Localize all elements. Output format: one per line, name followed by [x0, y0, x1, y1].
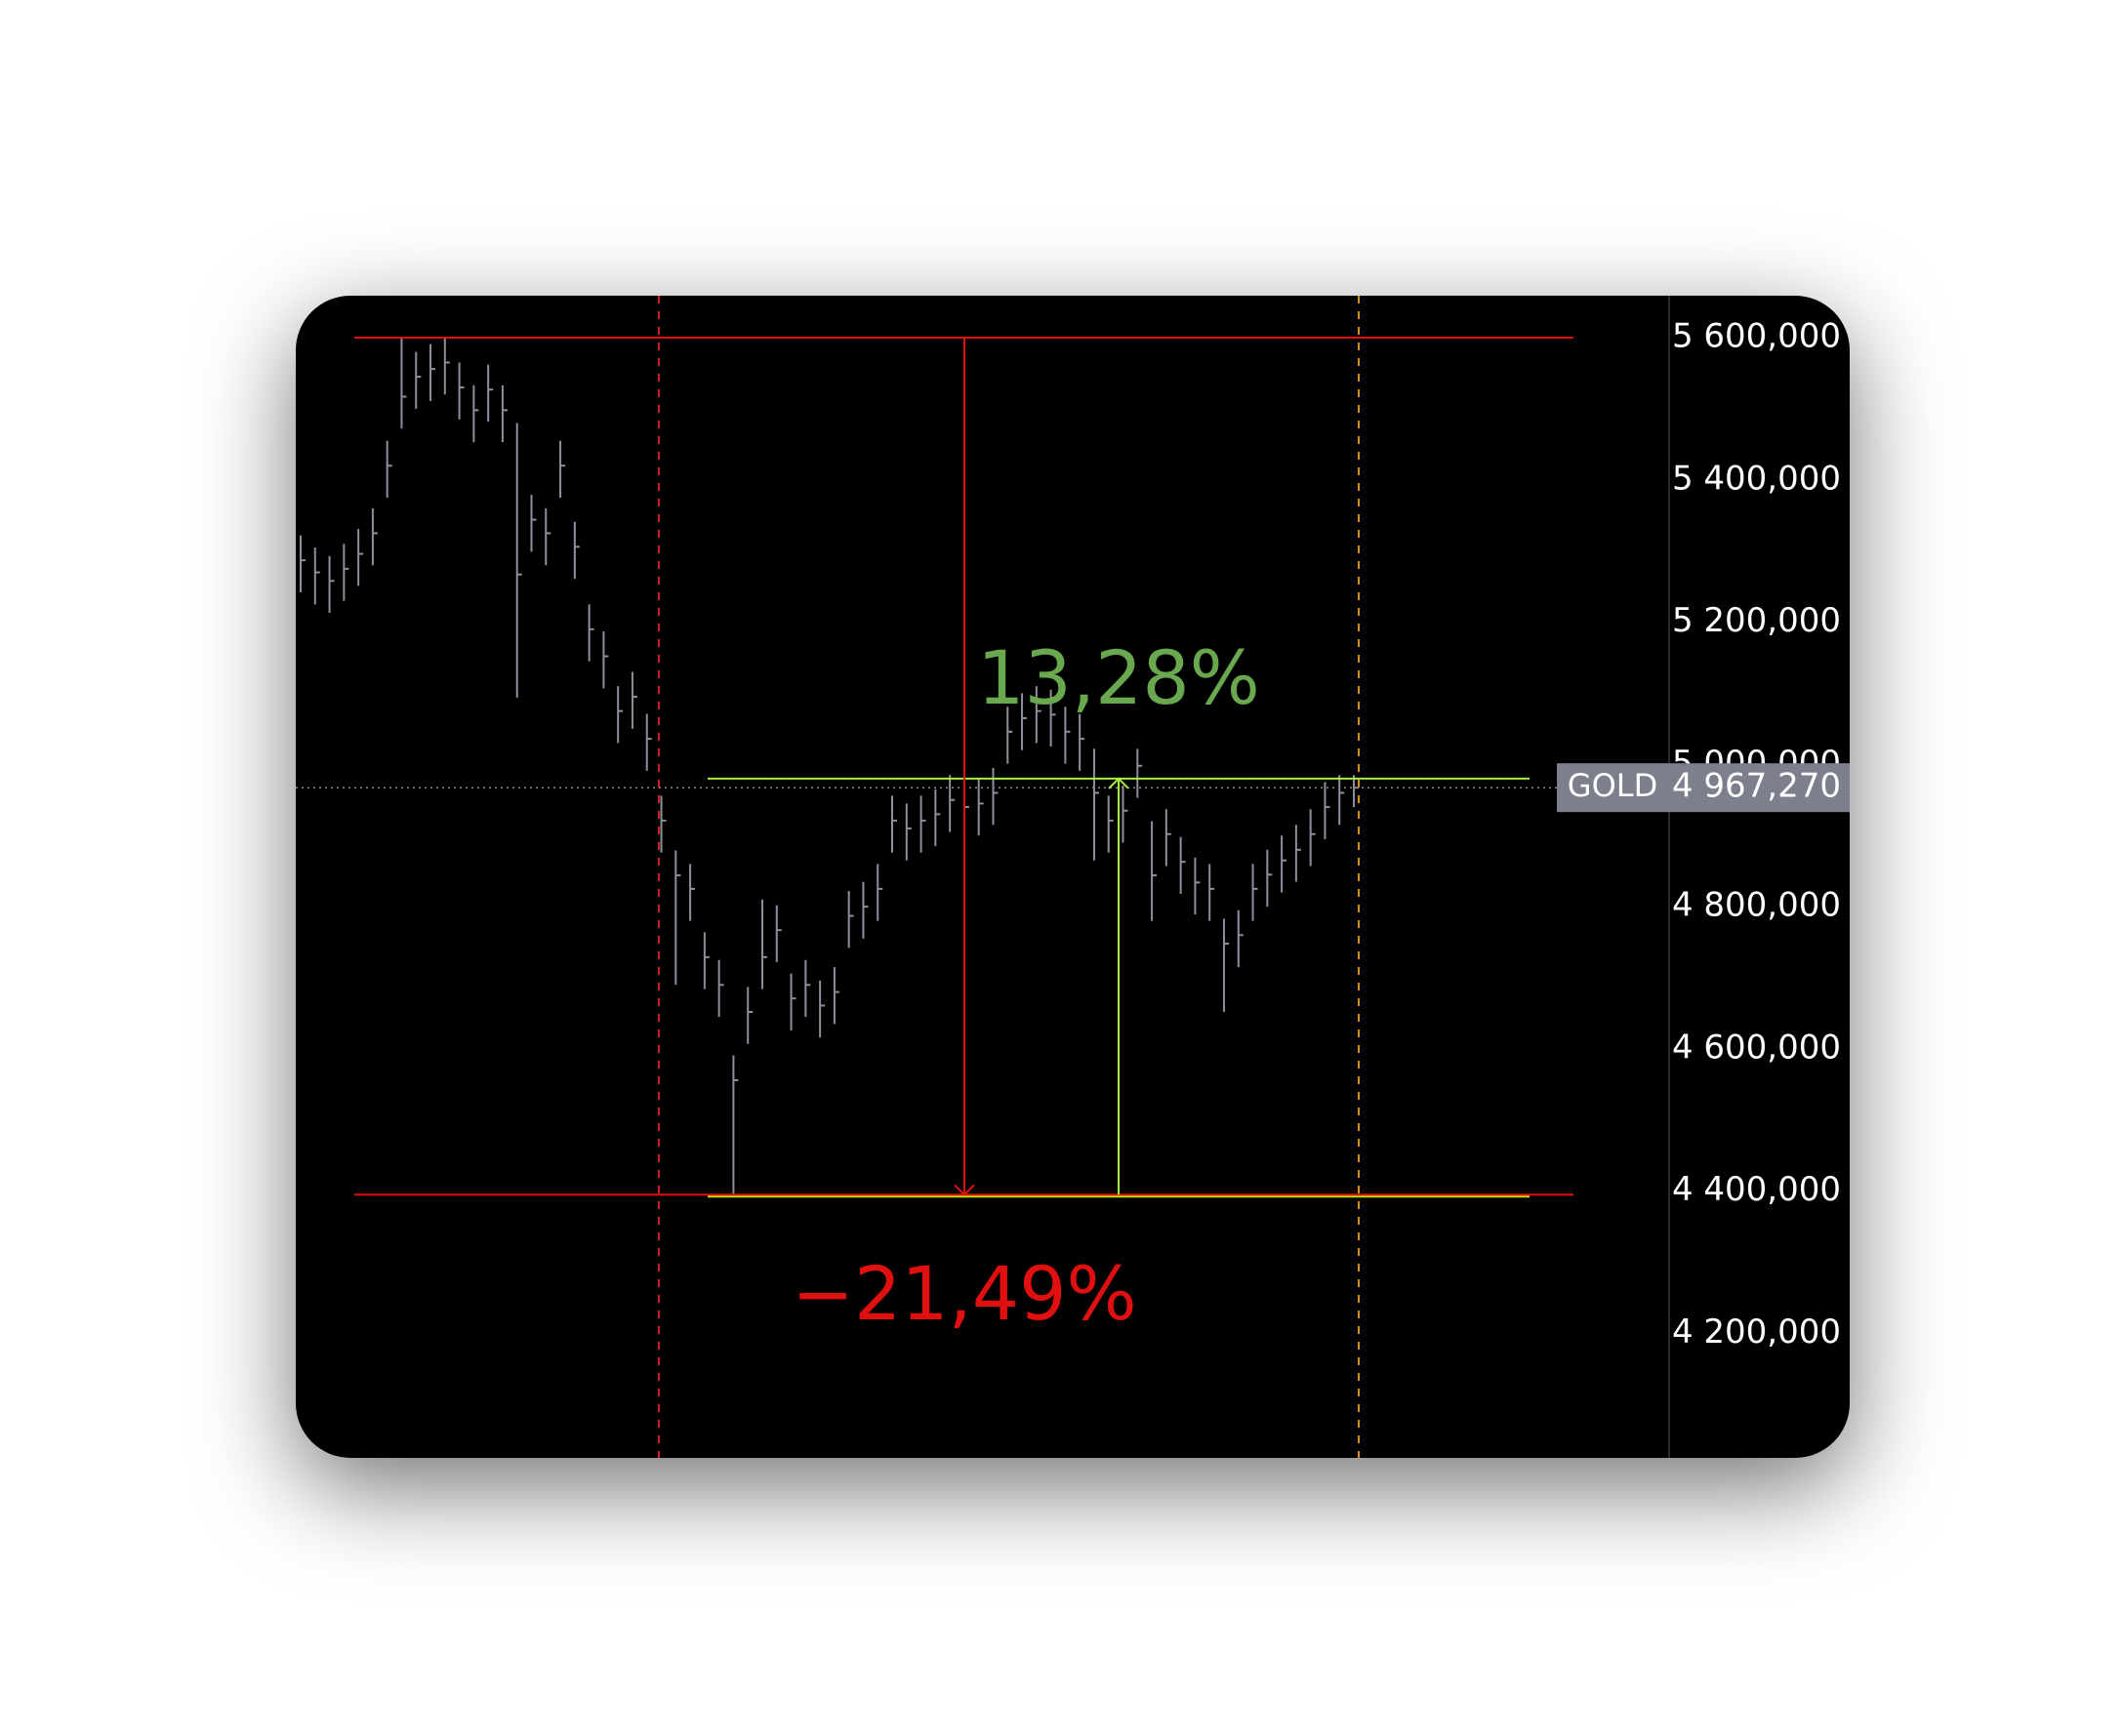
y-tick-label: 5 200,000: [1672, 601, 1841, 640]
y-tick-label: 5 600,000: [1672, 317, 1841, 356]
rise-percent: 13,28%: [977, 634, 1260, 721]
drop-arrow-head: [954, 1184, 975, 1196]
symbol-tag: [1557, 763, 1669, 813]
y-tick-label: 4 600,000: [1672, 1028, 1841, 1067]
y-tick-label: 4 200,000: [1672, 1312, 1841, 1352]
price-tag-label: 4 967,270: [1672, 767, 1841, 806]
drop-percent: −21,49%: [792, 1250, 1136, 1337]
y-tick-label: 4 400,000: [1672, 1170, 1841, 1209]
symbol-label: GOLD: [1568, 767, 1657, 804]
price-tag: [1669, 763, 1850, 813]
rise-arrow-head: [1108, 777, 1129, 789]
chart-card: [296, 296, 1850, 1458]
y-tick-label: 5 400,000: [1672, 459, 1841, 498]
y-tick-label: 4 800,000: [1672, 886, 1841, 925]
